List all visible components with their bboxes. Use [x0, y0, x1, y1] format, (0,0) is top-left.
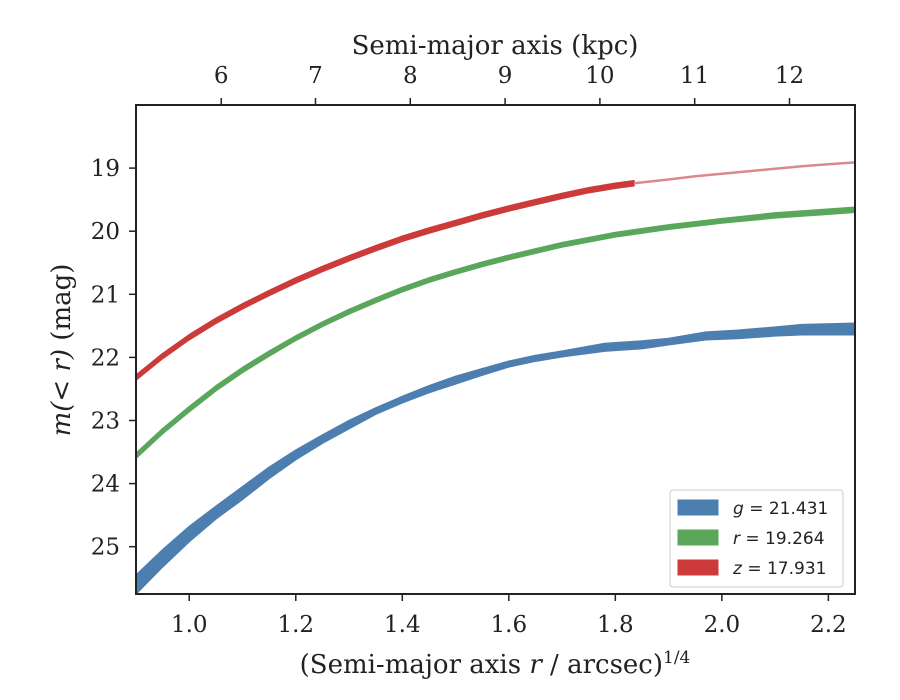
series-band-r — [136, 206, 855, 460]
y-tick-label: 19 — [91, 156, 120, 182]
series-extrapolation-z — [633, 161, 855, 185]
y-tick-label: 22 — [91, 345, 120, 371]
series-clip-group — [136, 161, 855, 594]
x-tick-label: 1.6 — [491, 612, 528, 638]
y-tick-label: 20 — [91, 219, 120, 245]
legend-label-z: z = 17.931 — [732, 559, 826, 579]
top-tick-label: 12 — [775, 63, 804, 89]
series-layer — [136, 161, 855, 594]
y-tick-label: 23 — [91, 408, 120, 434]
plot-frame — [135, 104, 856, 595]
legend-label-r: r = 19.264 — [733, 529, 825, 549]
legend-swatch-r — [677, 529, 719, 546]
y-tick-label: 25 — [91, 535, 120, 561]
ticks-layer: 1.0 1.2 1.4 1.6 1.8 2.0 2.2 19 20 21 22 23 24 25 6 7 8 9 1… — [91, 63, 847, 638]
series-band-z — [136, 179, 635, 381]
y-tick-label: 21 — [91, 282, 120, 308]
top-tick-label: 9 — [498, 63, 513, 89]
y-tick-label: 24 — [91, 472, 120, 498]
legend: g = 21.431 r = 19.264 z = 17.931 — [669, 489, 844, 588]
top-tick-label: 8 — [403, 63, 418, 89]
x-tick-label: 2.2 — [810, 612, 847, 638]
legend-swatch-z — [677, 559, 719, 576]
top-tick-label: 7 — [308, 63, 323, 89]
x-tick-label: 1.0 — [171, 612, 208, 638]
top-tick-label: 6 — [214, 63, 229, 89]
top-tick-label: 10 — [585, 63, 614, 89]
x-tick-label: 2.0 — [704, 612, 741, 638]
legend-label-g: g = 21.431 — [733, 499, 828, 519]
x-tick-label: 1.4 — [384, 612, 421, 638]
y-axis-title: m(< r) (mag) — [47, 264, 77, 437]
top-tick-label: 11 — [680, 63, 709, 89]
x-tick-label: 1.2 — [277, 612, 314, 638]
legend-swatch-g — [677, 499, 719, 516]
x-axis-title: (Semi-major axis r / arcsec)1/4 — [300, 648, 691, 680]
x-tick-label: 1.8 — [597, 612, 634, 638]
series-band-g — [136, 322, 855, 594]
top-axis-title: Semi-major axis (kpc) — [352, 31, 639, 61]
